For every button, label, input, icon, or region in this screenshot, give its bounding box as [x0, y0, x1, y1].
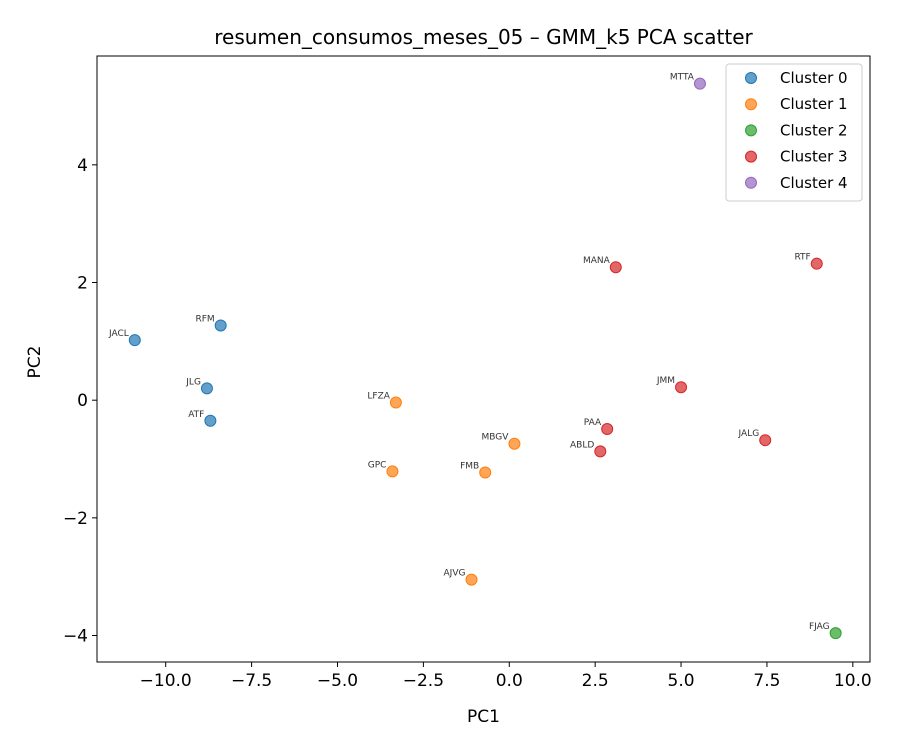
point-label: MBGV — [481, 433, 509, 443]
data-point — [675, 381, 688, 394]
point-label: JMM — [656, 376, 675, 386]
point-label: ATF — [188, 410, 204, 420]
legend-entry: Cluster 0 — [780, 69, 848, 87]
data-point — [204, 414, 217, 427]
plot-area: JACL RFM JLG ATF LFZA MBGV GPC FMB AJVG FJAG MANA R… — [108, 73, 842, 640]
legend-marker — [745, 150, 757, 163]
point-label: FMB — [460, 462, 479, 472]
data-point — [389, 396, 402, 409]
y-axis-title: PC2 — [25, 346, 45, 379]
point-label: GPC — [368, 460, 387, 470]
legend-marker — [745, 124, 757, 137]
x-axis-title: PC1 — [467, 707, 500, 727]
data-point — [829, 627, 842, 640]
legend-marker — [745, 176, 757, 189]
y-tick-label: 4 — [77, 156, 88, 176]
chart-title: resumen_consumos_meses_05 – GMM_k5 PCA s… — [214, 25, 753, 49]
point-label: ABLD — [570, 440, 594, 450]
x-tick-label: −5.0 — [317, 671, 358, 691]
data-point — [810, 257, 823, 270]
point-label: JALG — [738, 429, 760, 439]
point-label: MTTA — [670, 73, 695, 83]
y-tick-label: −4 — [63, 627, 88, 647]
legend: Cluster 0 Cluster 1 Cluster 2 Cluster 3 Clus… — [725, 63, 863, 202]
point-label: RFM — [195, 314, 214, 324]
x-tick-label: 2.5 — [582, 671, 609, 691]
data-point — [594, 445, 607, 458]
x-tick-label: −2.5 — [403, 671, 444, 691]
data-point — [128, 334, 141, 347]
point-label: JACL — [108, 329, 129, 339]
data-point — [508, 437, 521, 450]
point-label: PAA — [584, 418, 602, 428]
legend-marker — [745, 72, 757, 84]
x-tick-label: 7.5 — [753, 671, 780, 691]
axes-frame — [96, 55, 871, 663]
data-point — [214, 319, 227, 332]
point-label: FJAG — [809, 622, 830, 632]
point-label: AJVG — [444, 569, 466, 579]
point-label: LFZA — [367, 392, 390, 402]
legend-box — [725, 63, 863, 202]
data-point — [759, 434, 772, 447]
legend-entry: Cluster 2 — [780, 121, 848, 139]
x-tick-label: −7.5 — [231, 671, 272, 691]
y-tick-label: 2 — [77, 274, 88, 294]
legend-entry: Cluster 4 — [780, 174, 848, 192]
data-point — [200, 382, 213, 395]
point-label: RTF — [794, 253, 810, 263]
legend-entry: Cluster 1 — [780, 95, 848, 113]
x-tick-label: 0.0 — [496, 671, 523, 691]
x-tick-label: −10.0 — [140, 671, 192, 691]
y-tick-label: −2 — [63, 509, 88, 529]
y-tick-label: 0 — [77, 391, 88, 411]
legend-entry: Cluster 3 — [780, 148, 848, 166]
point-label: MANA — [583, 256, 611, 266]
data-point — [479, 466, 492, 479]
x-tick-label: 5.0 — [668, 671, 695, 691]
data-point — [693, 77, 706, 90]
data-point — [386, 465, 399, 478]
data-point — [609, 261, 622, 274]
data-point — [601, 423, 614, 436]
point-label: JLG — [185, 377, 201, 387]
legend-marker — [745, 98, 757, 111]
data-point — [465, 573, 478, 586]
axes: −10.0 −7.5 −5.0 −2.5 0.0 2.5 5.0 7.5 10.0 −4 −2 0 2 4 — [63, 55, 872, 691]
x-tick-label: 10.0 — [834, 671, 872, 691]
